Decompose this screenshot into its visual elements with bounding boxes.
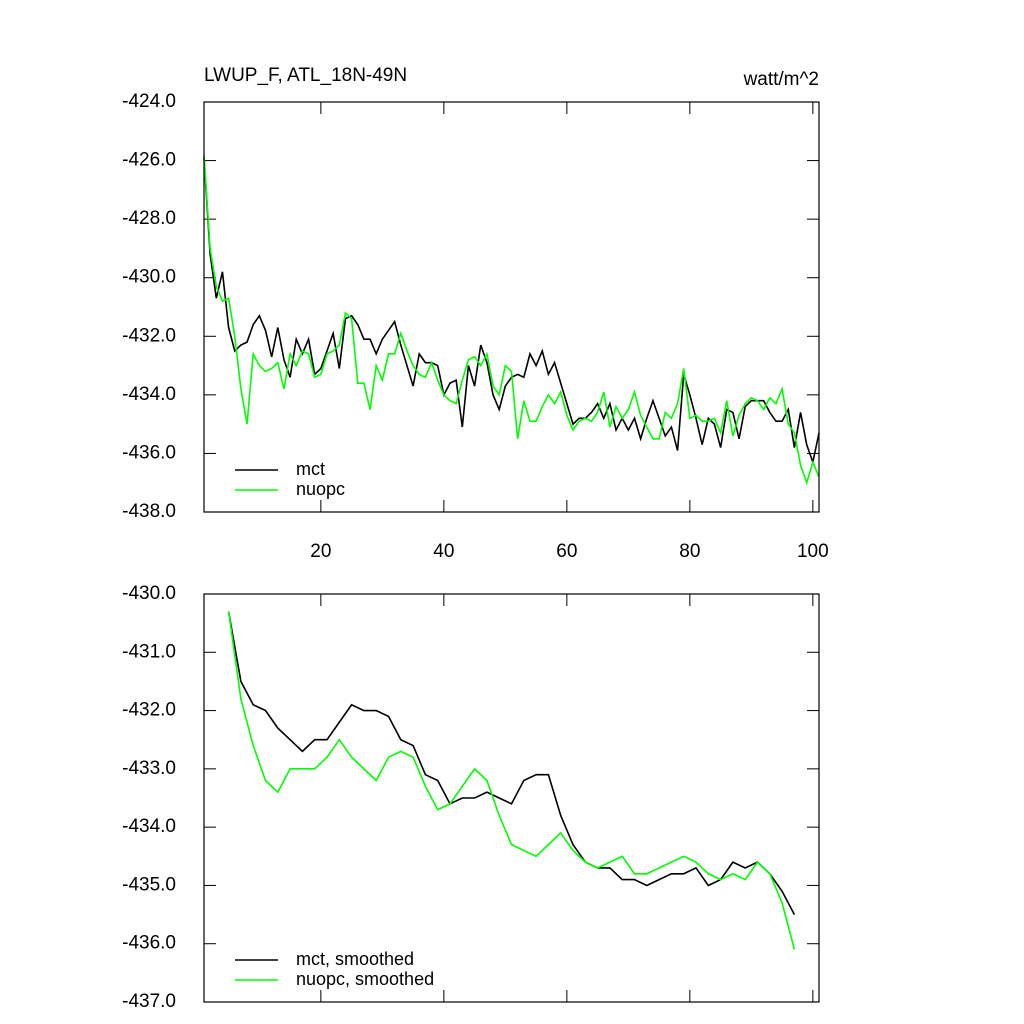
legend-label: mct, smoothed	[296, 949, 414, 969]
legend-label: nuopc	[296, 479, 345, 499]
legend-label: mct	[296, 459, 325, 479]
y-tick-label: -434.0	[122, 816, 176, 837]
y-tick-label: -426.0	[122, 150, 176, 171]
data-line	[203, 157, 820, 466]
x-tick-label: 40	[433, 541, 454, 562]
y-tick-label: -437.0	[122, 991, 176, 1012]
y-tick-label: -424.0	[122, 91, 176, 112]
y-tick-label: -428.0	[122, 208, 176, 229]
y-tick-label: -438.0	[122, 501, 176, 522]
y-tick-label: -430.0	[122, 267, 176, 288]
y-tick-label: -434.0	[122, 384, 176, 405]
data-line	[227, 611, 796, 950]
x-tick-label: 100	[797, 541, 829, 562]
y-tick-label: -432.0	[122, 325, 176, 346]
data-line	[227, 611, 796, 915]
units-label: watt/m^2	[743, 69, 819, 90]
x-tick-label: 20	[310, 541, 331, 562]
y-tick-label: -433.0	[122, 758, 176, 779]
chart-title: LWUP_F, ATL_18N-49N	[204, 65, 407, 86]
y-tick-label: -431.0	[122, 641, 176, 662]
plot-frame	[203, 593, 820, 1003]
plot-frame	[203, 101, 820, 513]
y-tick-label: -430.0	[122, 583, 176, 604]
legend-label: nuopc, smoothed	[296, 969, 434, 989]
y-tick-label: -435.0	[122, 874, 176, 895]
y-tick-label: -436.0	[122, 442, 176, 463]
y-tick-label: -436.0	[122, 933, 176, 954]
x-tick-label: 60	[556, 541, 577, 562]
y-tick-label: -432.0	[122, 700, 176, 721]
x-tick-label: 80	[679, 541, 700, 562]
data-line	[203, 154, 820, 486]
